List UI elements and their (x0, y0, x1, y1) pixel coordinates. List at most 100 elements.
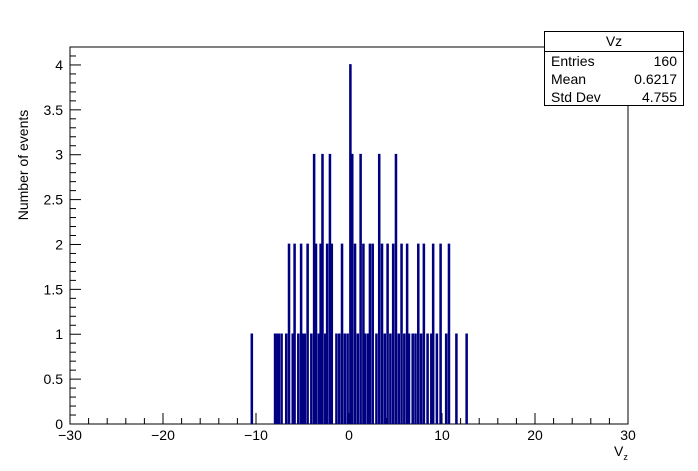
histogram-bin (293, 243, 296, 424)
x-axis-label-subscript: z (623, 452, 628, 462)
histogram-bin (277, 333, 281, 424)
x-tick-label: −20 (151, 427, 175, 443)
histogram-bin (310, 333, 313, 424)
histogram-bin (435, 333, 439, 424)
y-tick-label: 1 (55, 326, 63, 342)
histogram-bin (417, 243, 420, 424)
histogram-bin (431, 243, 435, 424)
x-tick-label: 0 (345, 427, 353, 443)
histogram-bin (407, 333, 411, 424)
histogram-bin (359, 153, 362, 424)
histogram-bin (389, 333, 392, 424)
histogram-bin (317, 333, 321, 424)
histogram-bin (321, 153, 324, 424)
histogram-bin (394, 153, 398, 424)
histogram-bin (366, 333, 370, 424)
y-tick-label: 3 (55, 147, 63, 163)
y-tick-label: 3.5 (44, 102, 64, 118)
stats-row-stddev: Std Dev 4.755 (545, 88, 683, 106)
histogram-bars (250, 64, 468, 424)
x-tick-label: 30 (620, 427, 636, 443)
histogram-bin (330, 243, 334, 424)
y-tick-label: 2 (55, 236, 63, 252)
y-tick-label: 1.5 (44, 281, 64, 297)
x-tick-label: −10 (244, 427, 268, 443)
histogram-bin (364, 333, 367, 424)
histogram-bin (362, 243, 365, 424)
histogram-bin (346, 333, 349, 424)
histogram-bin (250, 333, 254, 424)
histogram-bin (335, 333, 338, 424)
stats-title: Vz (545, 32, 683, 52)
stats-value: 4.755 (641, 89, 677, 105)
histogram-bin (319, 243, 322, 424)
y-tick-label: 2.5 (44, 192, 64, 208)
histogram-bin (377, 153, 381, 424)
histogram-bin (273, 333, 277, 424)
histogram-bin (368, 243, 372, 424)
histogram-bin (400, 243, 403, 424)
histogram-bin (397, 333, 401, 424)
histogram-bin (299, 243, 303, 424)
x-axis-label-main: V (614, 443, 624, 459)
histogram-bin (403, 333, 406, 424)
y-tick-label: 0.5 (44, 371, 64, 387)
histogram-bin (291, 333, 294, 424)
histogram-bin (439, 243, 442, 424)
histogram-bin (325, 243, 329, 424)
stats-label: Mean (551, 71, 587, 87)
histogram-bin (419, 333, 423, 424)
stats-box: Vz Entries 160 Mean 0.6217 Std Dev 4.755 (544, 31, 684, 106)
histogram-bin (328, 153, 332, 424)
x-tick-label: −30 (58, 427, 82, 443)
stats-label: Std Dev (551, 89, 601, 105)
histogram-bin (383, 333, 387, 424)
histogram-bin (430, 333, 433, 424)
x-axis-label: Vz (614, 443, 628, 462)
histogram-bin (386, 243, 389, 424)
histogram-bin (353, 243, 357, 424)
histogram-bin (405, 243, 409, 424)
stats-value: 0.6217 (634, 71, 677, 87)
x-tick-label: 20 (527, 427, 543, 443)
histogram-bin (301, 333, 305, 424)
histogram-bin (306, 243, 309, 424)
histogram-bin (312, 153, 316, 424)
y-tick-label: 4 (55, 57, 63, 73)
stats-label: Entries (551, 53, 595, 69)
histogram-bin (455, 333, 458, 424)
y-tick-label: 0 (55, 416, 63, 432)
histogram-bin (350, 153, 354, 424)
histogram-bin (314, 243, 318, 424)
y-axis-label: Number of events (15, 110, 31, 221)
x-tick-label: 10 (434, 427, 450, 443)
histogram-bin (380, 243, 384, 424)
stats-row-entries: Entries 160 (545, 52, 683, 70)
histogram-bin (343, 333, 347, 424)
histogram-bin (375, 333, 378, 424)
histogram-bin (391, 243, 395, 424)
histogram-bin (356, 333, 360, 424)
histogram-bin (465, 333, 468, 424)
histogram-bin (447, 243, 451, 424)
histogram-bin (422, 243, 426, 424)
histogram-bin (411, 333, 414, 424)
histogram-bin (414, 333, 417, 424)
histogram-bin (275, 333, 279, 424)
stats-row-mean: Mean 0.6217 (545, 70, 683, 88)
histogram-bin (280, 333, 283, 424)
histogram-bin (324, 333, 327, 424)
histogram-bin (284, 333, 288, 424)
histogram-bin (297, 333, 300, 424)
histogram-bin (303, 333, 307, 424)
stats-value: 160 (653, 53, 677, 69)
histogram-bin (349, 64, 352, 424)
histogram-bin (371, 243, 374, 424)
histogram-bin (337, 333, 341, 424)
histogram-bin (340, 243, 344, 424)
histogram-bin (444, 333, 448, 424)
histogram-bin (287, 243, 291, 424)
tick-labels: −30 −20 −10 0 10 20 30 0 0.5 1 1.5 2 2.5 3 3.5 4 (44, 57, 636, 443)
histogram-bin (426, 333, 429, 424)
